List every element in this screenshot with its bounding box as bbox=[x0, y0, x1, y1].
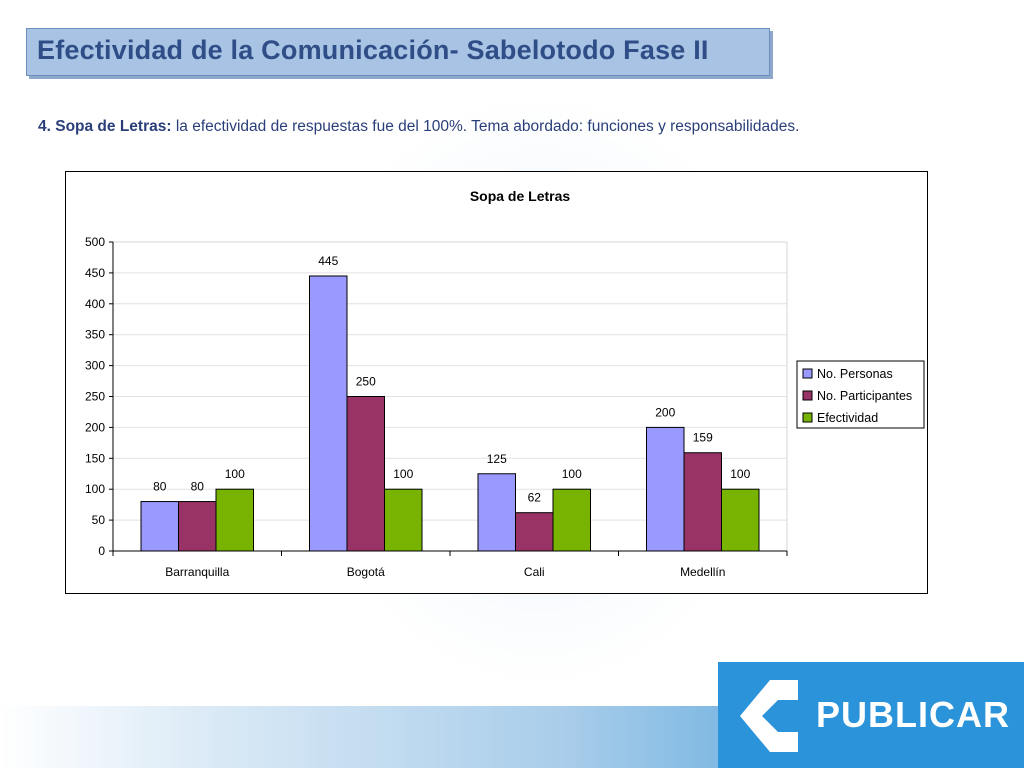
legend-entry: No. Personas bbox=[817, 367, 893, 381]
legend-entry: Efectividad bbox=[817, 411, 878, 425]
legend-entry: No. Participantes bbox=[817, 389, 912, 403]
y-tick-label: 300 bbox=[85, 359, 105, 373]
data-label: 125 bbox=[487, 452, 507, 466]
data-label: 445 bbox=[318, 254, 338, 268]
y-tick-label: 150 bbox=[85, 451, 105, 465]
bar bbox=[140, 501, 179, 552]
x-tick-label: Bogotá bbox=[347, 565, 385, 579]
page-title: Efectividad de la Comunicación- Sabeloto… bbox=[37, 35, 709, 65]
legend-box bbox=[796, 360, 925, 429]
y-tick-label: 350 bbox=[85, 328, 105, 342]
chart-title: Sopa de Letras bbox=[470, 188, 571, 204]
data-label: 250 bbox=[356, 375, 376, 389]
bar bbox=[384, 488, 423, 552]
y-tick-label: 100 bbox=[85, 482, 105, 496]
y-tick-label: 400 bbox=[85, 297, 105, 311]
bar bbox=[309, 275, 348, 552]
legend-swatch bbox=[802, 368, 813, 379]
legend-swatch bbox=[802, 390, 813, 401]
data-label: 200 bbox=[655, 405, 675, 419]
legend-swatch bbox=[802, 412, 813, 423]
data-label: 100 bbox=[393, 467, 413, 481]
y-tick-label: 50 bbox=[92, 513, 106, 527]
description-text: la efectividad de respuestas fue del 100… bbox=[171, 118, 800, 135]
bar bbox=[215, 488, 254, 552]
data-label: 100 bbox=[225, 467, 245, 481]
x-tick-label: Medellín bbox=[680, 565, 725, 579]
data-label: 80 bbox=[191, 480, 205, 494]
data-label: 80 bbox=[153, 480, 167, 494]
bar bbox=[683, 452, 722, 552]
chart-description: 4. Sopa de Letras: la efectividad de res… bbox=[38, 118, 799, 136]
bar bbox=[552, 488, 591, 552]
bar bbox=[178, 501, 217, 552]
chart-frame: Sopa de Letras 0 50 100 150 200 250 300 350 400 45… bbox=[65, 171, 928, 594]
x-tick-label: Cali bbox=[524, 565, 545, 579]
bar bbox=[646, 426, 685, 552]
logo-wordmark: PUBLICAR bbox=[816, 694, 1010, 735]
data-label: 62 bbox=[528, 491, 542, 505]
y-tick-label: 500 bbox=[85, 235, 105, 249]
bar bbox=[477, 473, 516, 552]
y-tick-label: 200 bbox=[85, 420, 105, 434]
bar bbox=[721, 488, 760, 552]
bar bbox=[515, 512, 554, 552]
description-lead: 4. Sopa de Letras: bbox=[38, 118, 172, 135]
data-label: 159 bbox=[693, 431, 713, 445]
bar-chart: Sopa de Letras 0 50 100 150 200 250 300 350 400 45… bbox=[85, 188, 925, 579]
x-tick-label: Barranquilla bbox=[165, 565, 229, 579]
data-label: 100 bbox=[562, 467, 582, 481]
bar bbox=[346, 396, 385, 552]
publicar-logo: PUBLICAR bbox=[718, 662, 1024, 768]
logo-mark-icon bbox=[740, 680, 798, 752]
title-banner: Efectividad de la Comunicación- Sabeloto… bbox=[26, 28, 770, 76]
y-tick-label: 250 bbox=[85, 390, 105, 404]
data-label: 100 bbox=[730, 467, 750, 481]
y-tick-label: 450 bbox=[85, 266, 105, 280]
y-tick-label: 0 bbox=[98, 544, 105, 558]
